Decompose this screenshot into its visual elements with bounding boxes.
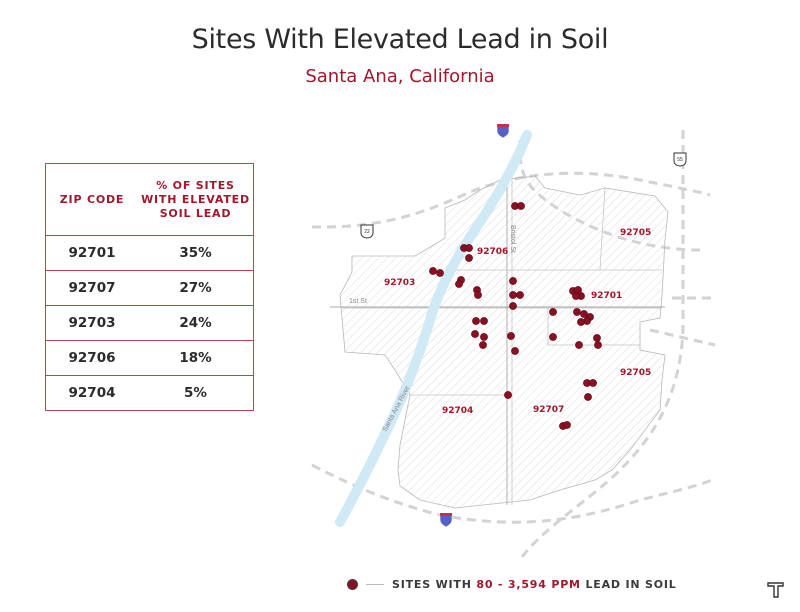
- site-marker: [516, 291, 524, 299]
- site-marker: [479, 341, 487, 349]
- streets: [330, 176, 665, 505]
- map-legend: SITES WITH 80 - 3,594 PPM LEAD IN SOIL: [347, 578, 677, 591]
- table-row: 92707 27%: [46, 270, 253, 305]
- site-marker: [471, 330, 479, 338]
- site-marker: [594, 341, 602, 349]
- zip-label-92705-north: 92705: [620, 228, 651, 238]
- site-marker: [465, 254, 473, 262]
- interstate-shield-icon: [439, 512, 453, 528]
- site-marker-icon: [347, 579, 358, 590]
- site-marker: [509, 291, 517, 299]
- legend-prefix: SITES WITH: [392, 578, 472, 591]
- zip-cell: 92706: [68, 350, 116, 366]
- percent-header-line-2: WITH ELEVATED: [141, 192, 250, 206]
- zip-label-92706: 92706: [477, 247, 508, 257]
- percent-header-line-1: % OF SITES: [156, 178, 235, 192]
- legend-line: [366, 584, 384, 585]
- percent-cell: 5%: [184, 385, 207, 401]
- table-row: 92703 24%: [46, 305, 253, 340]
- zip-label-92704: 92704: [442, 406, 473, 416]
- site-marker: [575, 341, 583, 349]
- site-marker: [455, 280, 463, 288]
- legend-suffix: LEAD IN SOIL: [585, 578, 677, 591]
- zip-code-header: ZIP CODE: [59, 192, 125, 206]
- route-22-label: 22: [364, 229, 370, 235]
- percent-cell: 35%: [179, 245, 212, 261]
- site-marker: [480, 317, 488, 325]
- percent-cell: 24%: [179, 315, 212, 331]
- site-marker: [474, 291, 482, 299]
- zip-cell: 92704: [68, 385, 116, 401]
- site-marker: [509, 277, 517, 285]
- bristol-st-label: Bristol St: [509, 225, 516, 253]
- site-marker: [429, 267, 437, 275]
- percent-sites-header: % OF SITES WITH ELEVATED SOIL LEAD: [138, 179, 253, 221]
- site-marker: [549, 333, 557, 341]
- route-55-label: 55: [677, 157, 683, 163]
- site-marker: [593, 334, 601, 342]
- site-marker: [573, 308, 581, 316]
- site-marker: [517, 202, 525, 210]
- santa-ana-river: [335, 130, 532, 527]
- legend-range: 80 - 3,594 PPM: [476, 578, 581, 591]
- percent-cell: 18%: [179, 350, 212, 366]
- route-55-shield-icon: 55: [673, 152, 687, 167]
- interstate-shield-icon: [496, 123, 510, 139]
- table-row: 92706 18%: [46, 340, 253, 375]
- zip-label-92705-south: 92705: [620, 368, 651, 378]
- city-area: [339, 175, 669, 509]
- site-markers: [429, 202, 602, 430]
- route-22-shield-icon: 22: [360, 224, 374, 239]
- zip-cell: 92703: [68, 315, 116, 331]
- site-marker: [589, 379, 597, 387]
- site-marker: [572, 292, 580, 300]
- table-header: ZIP CODE % OF SITES WITH ELEVATED SOIL L…: [46, 164, 253, 235]
- site-marker: [472, 317, 480, 325]
- zip-label-92703: 92703: [384, 278, 415, 288]
- site-marker: [511, 347, 519, 355]
- zip-boundaries: [342, 176, 662, 505]
- zip-cell: 92707: [68, 280, 116, 296]
- site-marker: [577, 318, 585, 326]
- site-marker: [504, 391, 512, 399]
- zip-label-92707: 92707: [533, 405, 564, 415]
- site-marker: [465, 244, 473, 252]
- zip-percentage-table: ZIP CODE % OF SITES WITH ELEVATED SOIL L…: [45, 163, 254, 411]
- site-marker: [549, 308, 557, 316]
- map-title: Sites With Elevated Lead in Soil: [191, 24, 609, 55]
- publisher-logo-icon: [767, 582, 784, 598]
- zip-label-92701: 92701: [591, 291, 622, 301]
- map-subtitle: Santa Ana, California: [305, 66, 495, 87]
- table-row: 92701 35%: [46, 235, 253, 270]
- percent-cell: 27%: [179, 280, 212, 296]
- site-marker: [584, 393, 592, 401]
- site-marker: [507, 332, 515, 340]
- site-marker: [480, 333, 488, 341]
- table-row: 92704 5%: [46, 375, 253, 410]
- site-marker: [436, 269, 444, 277]
- percent-header-line-3: SOIL LEAD: [159, 206, 232, 220]
- zip-cell: 92701: [68, 245, 116, 261]
- site-marker: [509, 302, 517, 310]
- first-st-label: 1st St: [349, 298, 367, 305]
- site-marker: [563, 421, 571, 429]
